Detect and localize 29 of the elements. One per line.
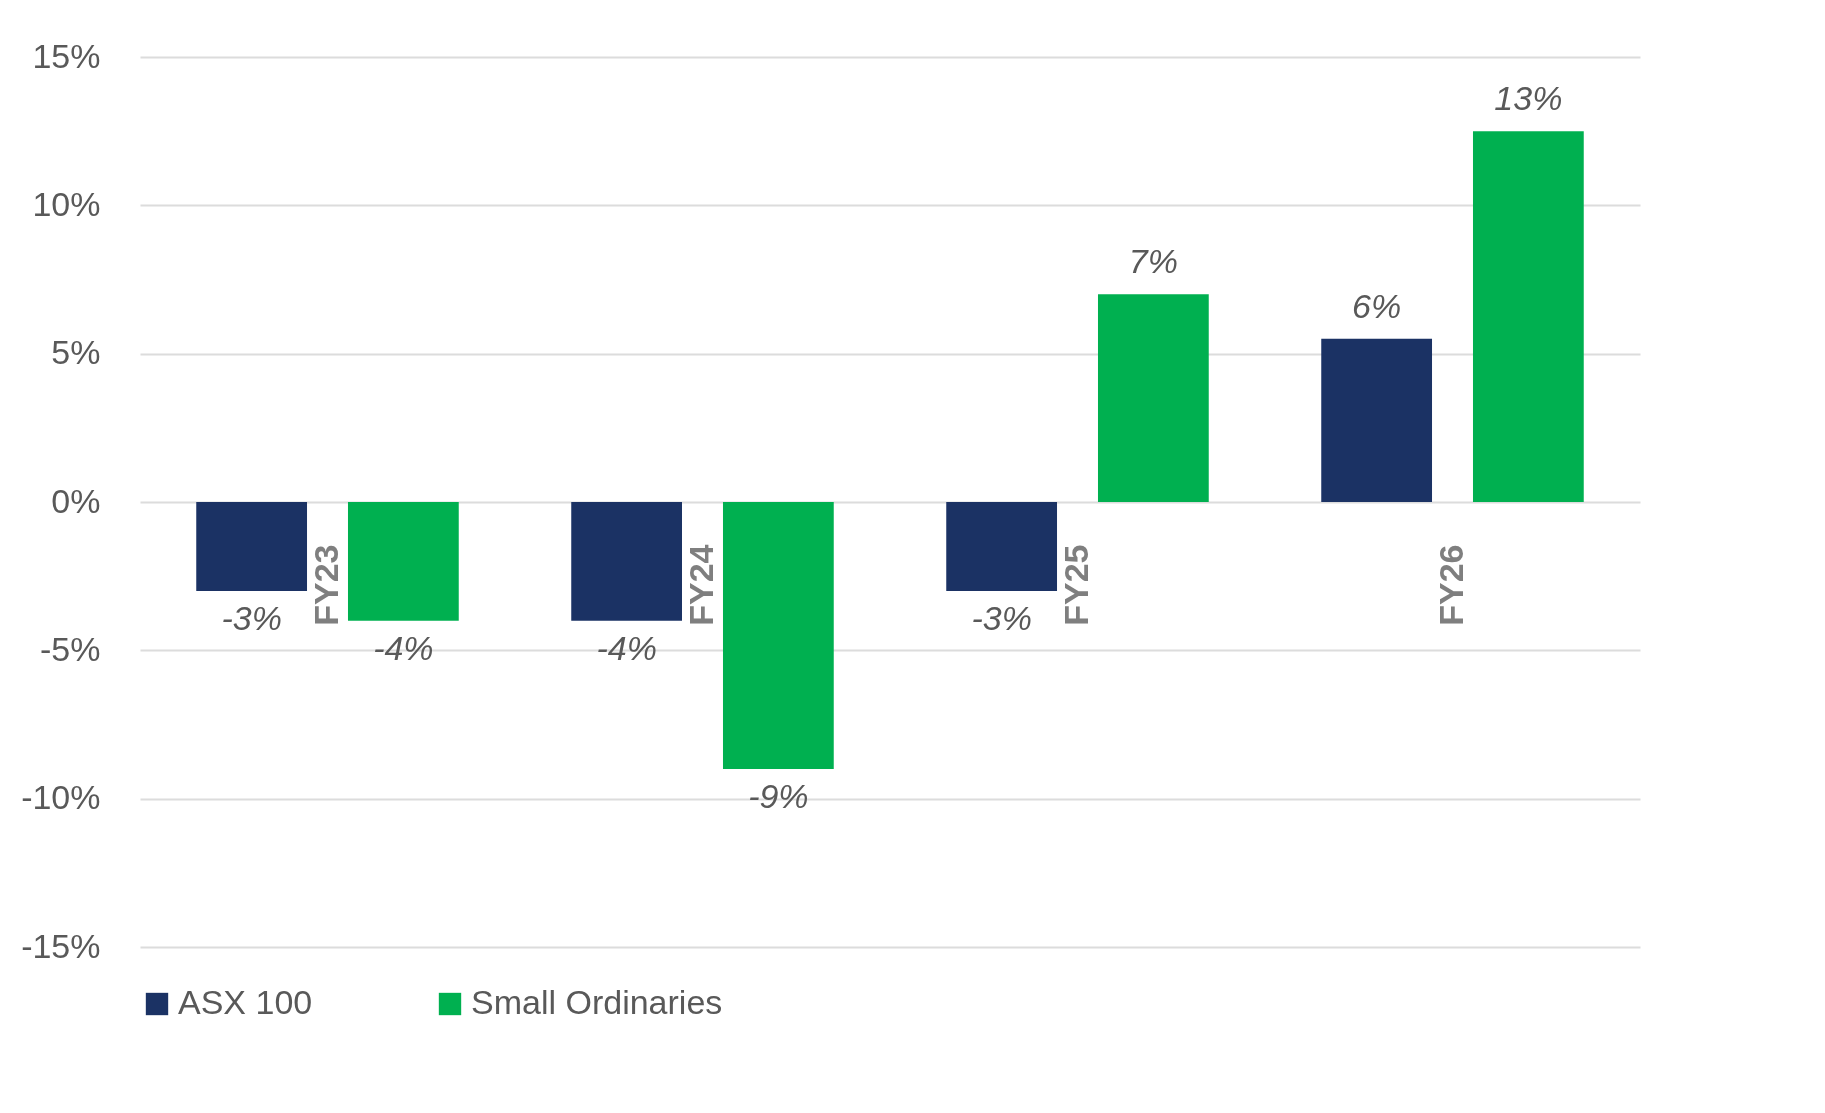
- bar: [1472, 131, 1584, 502]
- y-tick-label: -10%: [21, 778, 101, 817]
- bar: [1321, 338, 1433, 502]
- data-label: -3%: [971, 599, 1032, 637]
- legend-label: Small Ordinaries: [471, 983, 723, 1021]
- x-tick-label: FY24: [681, 544, 720, 626]
- data-label: 13%: [1494, 79, 1563, 118]
- data-label: 7%: [1128, 242, 1178, 281]
- legend-label: ASX 100: [178, 983, 313, 1021]
- bar: [946, 502, 1058, 591]
- x-tick-label: FY23: [306, 544, 345, 626]
- bar: [347, 502, 459, 621]
- y-tick-label: 0%: [51, 481, 101, 520]
- bar: [722, 502, 834, 769]
- data-label: -4%: [596, 628, 657, 667]
- y-tick-label: -5%: [40, 629, 101, 668]
- data-label: -4%: [373, 628, 434, 667]
- x-tick-label: FY26: [1431, 544, 1470, 626]
- data-label: -3%: [221, 599, 282, 637]
- bar: [1097, 294, 1209, 502]
- data-label: -9%: [748, 777, 809, 815]
- y-tick-label: -15%: [21, 926, 101, 965]
- bar: [196, 502, 308, 591]
- y-tick-label: 5%: [51, 333, 101, 372]
- data-label: 6%: [1352, 286, 1402, 325]
- y-tick-label: 15%: [32, 36, 101, 75]
- bar: [571, 502, 683, 621]
- y-tick-label: 10%: [32, 184, 101, 223]
- x-tick-label: FY25: [1056, 544, 1095, 626]
